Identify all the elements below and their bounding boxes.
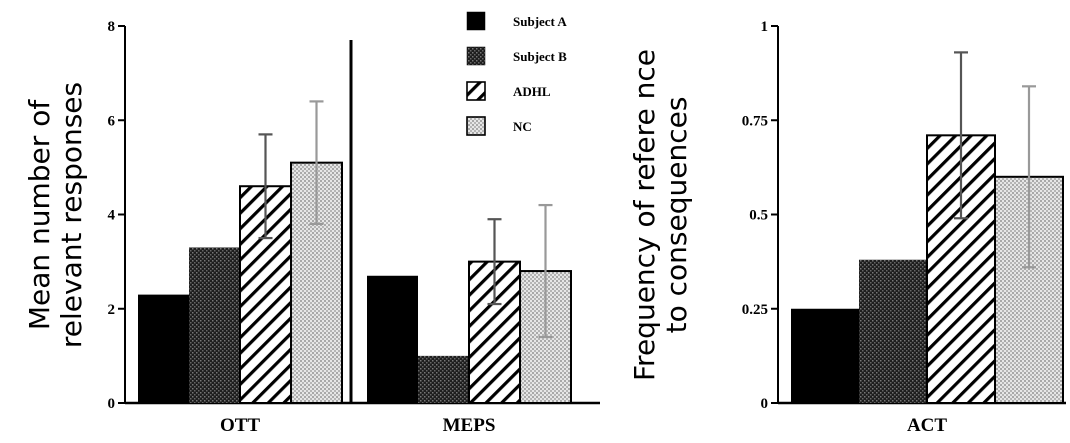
y-axis-title-right-line-2: to consequences — [660, 97, 693, 334]
left-chart: 0 2 4 6 8 OTT MEPS — [108, 19, 600, 436]
y-axis-title-left-line-1: Mean number of — [23, 99, 56, 331]
bar-subject-b-ott — [189, 247, 240, 403]
legend: Subject A Subject B ADHL NC — [466, 11, 567, 136]
y-tick-label-0-1: 2 — [108, 302, 116, 318]
y-axis-title-left-line-2: relevant responses — [55, 82, 88, 348]
y-tick-label-1-4: 1 — [761, 19, 769, 35]
y-tick-label-1-3: 0.75 — [742, 113, 768, 129]
bar-subject-a-act — [791, 308, 859, 403]
legend-swatch-adhl — [466, 81, 486, 101]
y-axis-title-left: Mean number ofrelevant responses — [23, 82, 88, 348]
y-axis-title-right: Frequency of refere nceto consequences — [628, 49, 693, 381]
bar-subject-a-ott — [138, 294, 189, 403]
legend-swatch-subject-a — [466, 11, 486, 31]
category-label-act: ACT — [907, 415, 947, 436]
y-tick-label-1-0: 0 — [761, 396, 769, 412]
category-label-ott: OTT — [220, 415, 260, 436]
y-tick-label-1-1: 0.25 — [742, 302, 768, 318]
y-tick-label-1-2: 0.5 — [749, 208, 768, 224]
y-tick-label-0-3: 6 — [108, 113, 116, 129]
y-tick-label-0-0: 0 — [108, 396, 116, 412]
legend-label-nc: NC — [513, 119, 532, 134]
y-axis-title-right-line-1: Frequency of refere nce — [628, 49, 661, 381]
legend-swatch-nc — [466, 116, 486, 136]
legend-label-subject-a: Subject A — [513, 14, 567, 29]
bar-subject-a-meps — [367, 275, 418, 403]
legend-label-adhl: ADHL — [513, 84, 551, 99]
bar-subject-b-meps — [418, 355, 469, 403]
category-label-meps: MEPS — [443, 415, 496, 436]
bar-subject-b-act — [859, 259, 927, 403]
legend-swatch-subject-b — [466, 46, 486, 66]
legend-label-subject-b: Subject B — [513, 49, 567, 64]
y-tick-label-0-4: 8 — [108, 19, 116, 35]
y-tick-label-0-2: 4 — [108, 208, 116, 224]
right-chart: 0 0.25 0.5 0.75 1 ACT — [742, 19, 1066, 436]
